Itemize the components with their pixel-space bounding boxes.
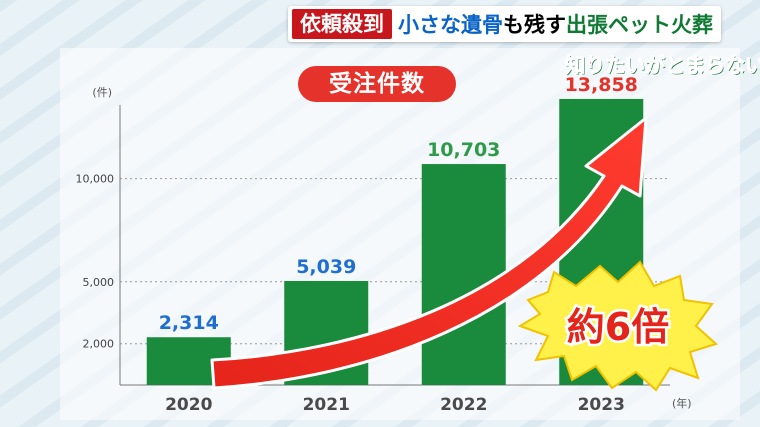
headline-banner: 依頼殺到 小さな遺骨 も残す 出張ペット火葬 (288, 6, 721, 42)
x-tick-label: 2022 (440, 395, 487, 415)
headline-part3: 出張ペット火葬 (566, 13, 713, 37)
x-tick-label: 2021 (303, 395, 350, 415)
data-label-2023: 13,858 (565, 74, 638, 96)
y-unit-label: (件) (92, 86, 112, 99)
data-label-2021: 5,039 (296, 256, 356, 278)
headline-part2: も残す (503, 13, 566, 37)
annotation-text: 約6倍 (567, 305, 669, 349)
annotation-burst (517, 260, 718, 392)
y-tick-label: 10,000 (76, 173, 115, 186)
chart-title: 受注件数 (298, 66, 456, 102)
headline-tag: 依頼殺到 (292, 9, 392, 39)
x-unit-label: (年) (672, 396, 692, 410)
growth-arrow (210, 116, 648, 390)
data-label-2022: 10,703 (427, 139, 500, 161)
x-tick-label: 2020 (165, 395, 212, 415)
x-tick-label: 2023 (578, 395, 625, 415)
program-logo: 知りたいがとまらない! (564, 53, 760, 78)
y-tick-label: 2,000 (83, 338, 115, 351)
headline-part1: 小さな遺骨 (398, 13, 503, 37)
y-tick-label: 5,000 (83, 276, 115, 289)
bar-2022 (421, 164, 506, 385)
data-label-2020: 2,314 (159, 312, 219, 334)
